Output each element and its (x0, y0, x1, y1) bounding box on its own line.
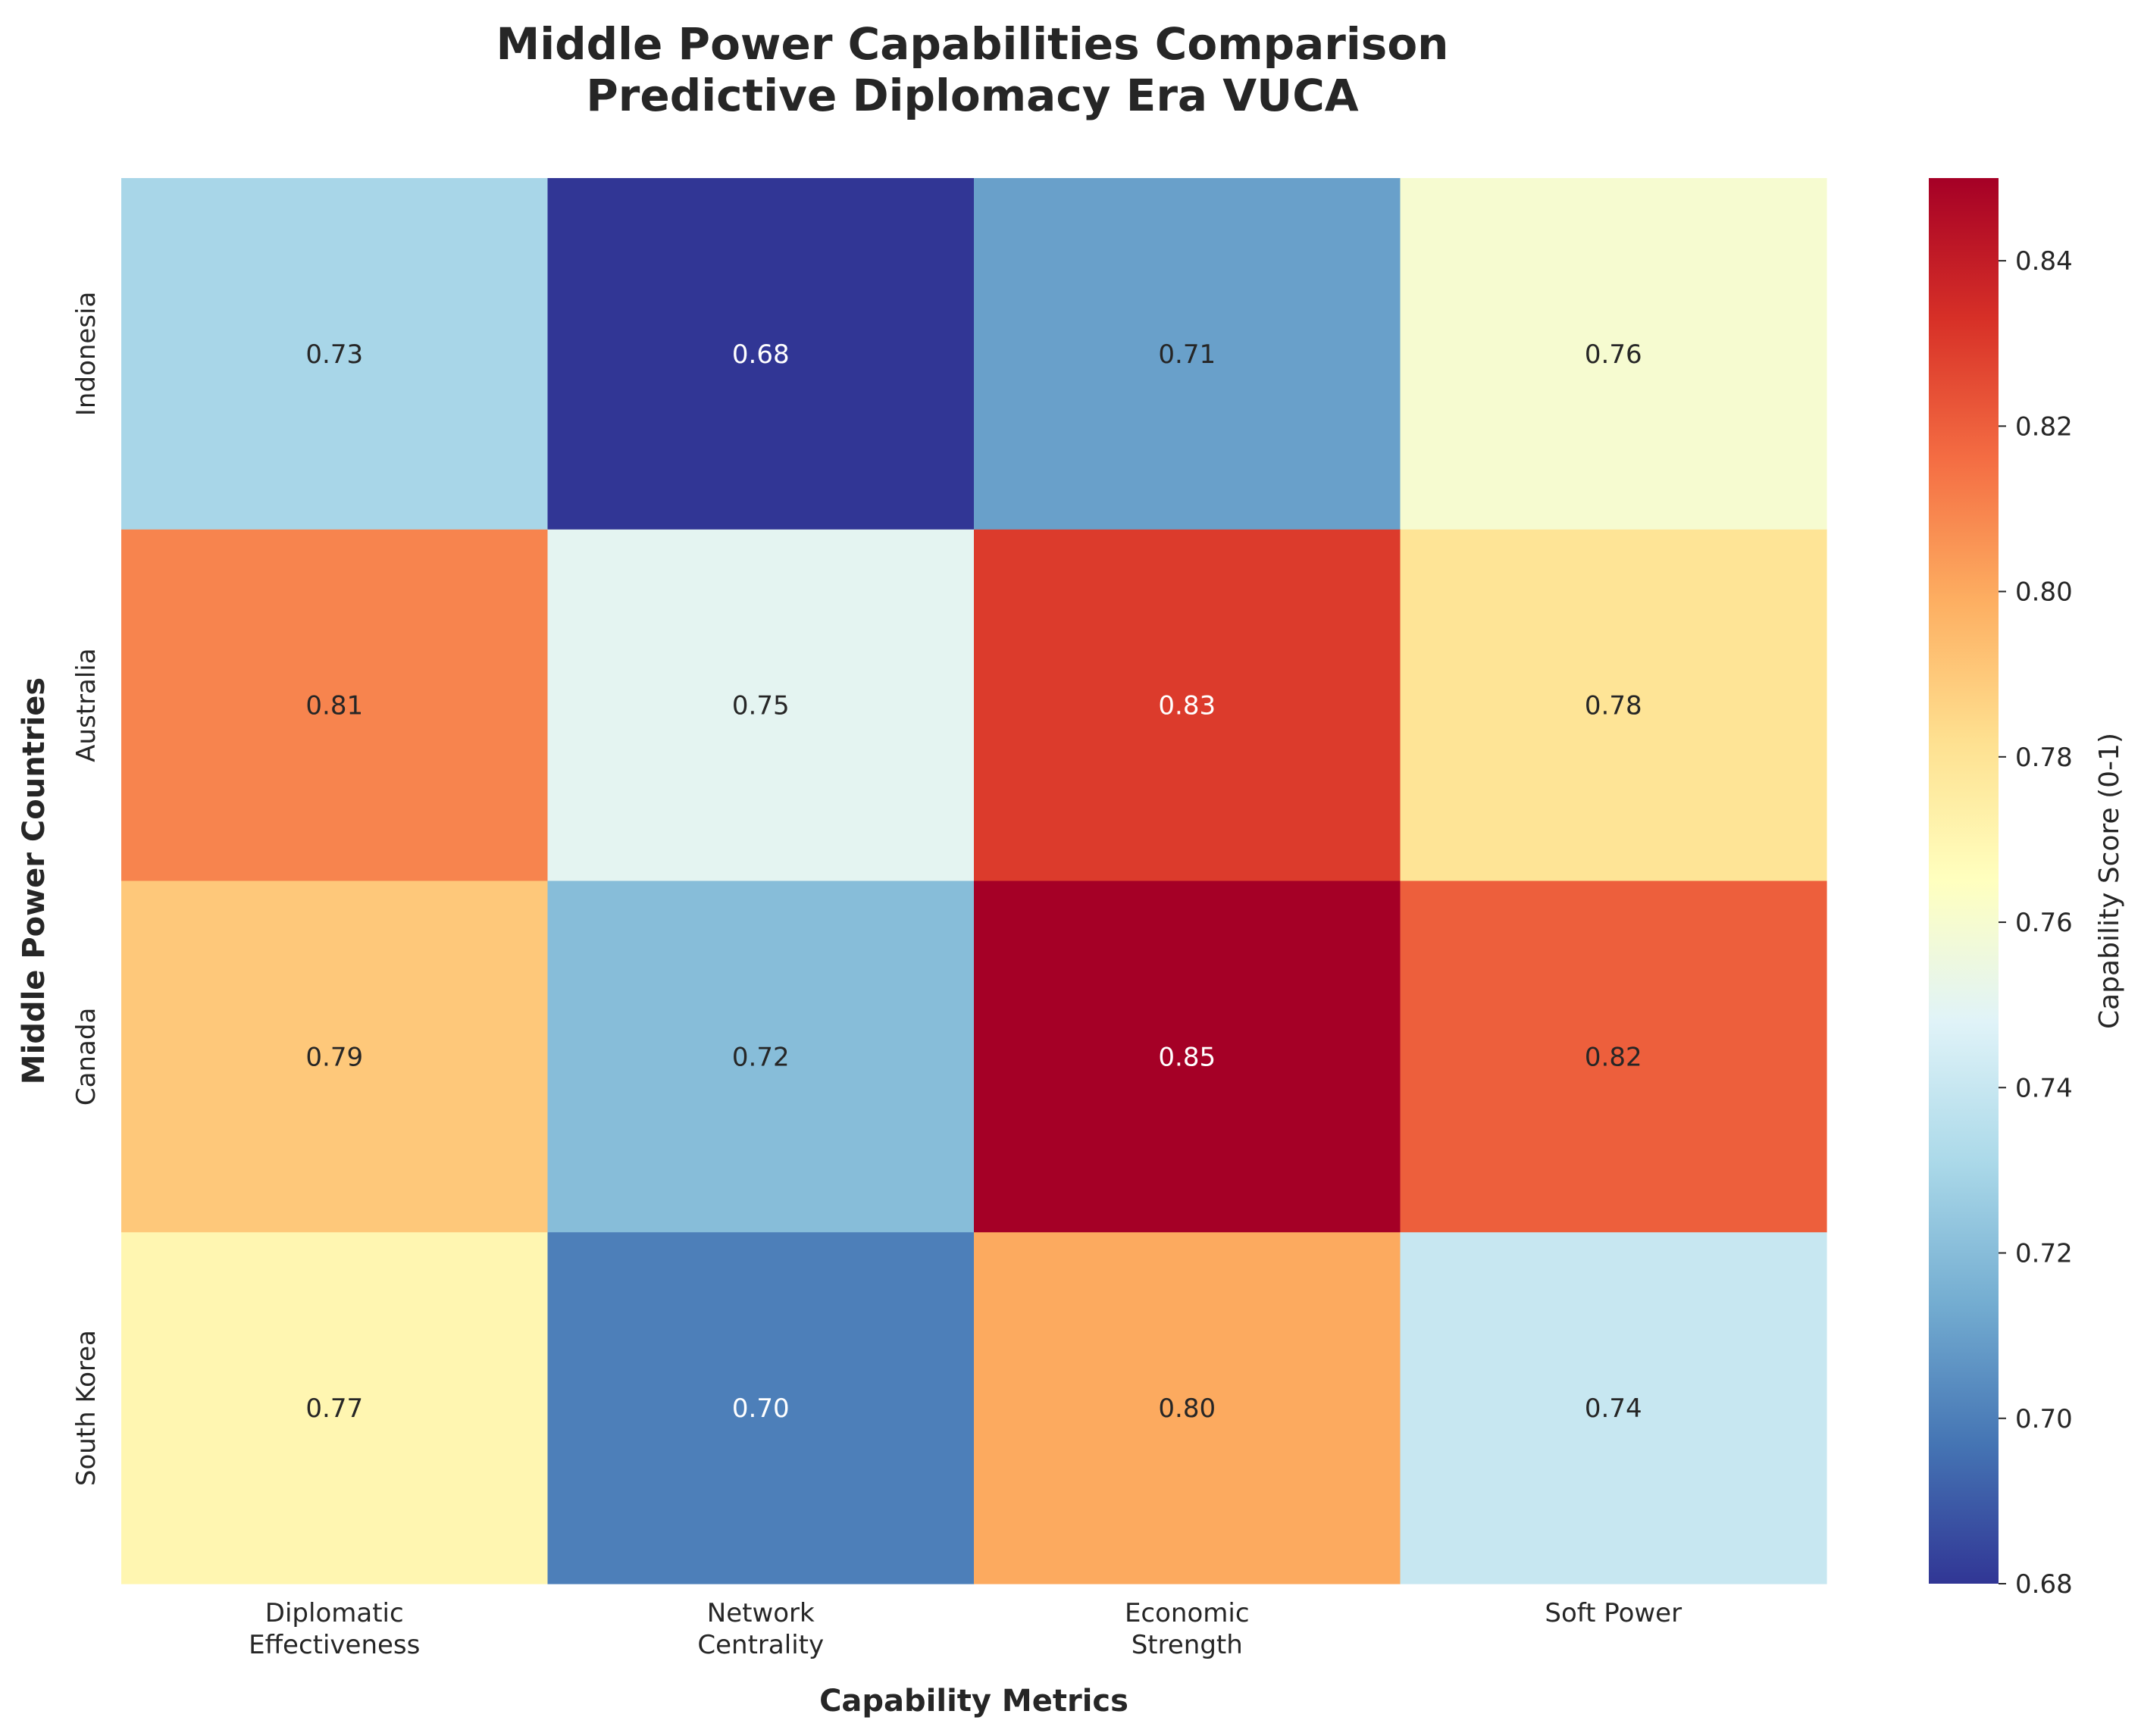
x-tick-label: Network Centrality (697, 1598, 824, 1660)
colorbar-tick-label: 0.74 (2015, 1073, 2073, 1103)
cell-value-label: 0.75 (732, 691, 790, 721)
cell-value-label: 0.73 (305, 339, 363, 370)
cell-value-label: 0.83 (1158, 691, 1216, 721)
y-tick-label: Australia (71, 648, 102, 762)
x-axis-label: Capability Metrics (819, 1684, 1128, 1719)
colorbar-tick-label: 0.72 (2015, 1239, 2073, 1269)
heatmap-cell (1400, 529, 1827, 882)
cell-value-label: 0.71 (1158, 339, 1216, 370)
chart-title: Middle Power Capabilities ComparisonPred… (496, 18, 1449, 121)
cell-value-labels: 0.73 0.68 0.71 0.76 0.81 0.75 0.83 0.78 0.79 0.72… (305, 339, 1642, 1424)
heatmap-cell (547, 529, 975, 882)
chart-title-line-1: Middle Power Capabilities Comparison (496, 18, 1449, 70)
cell-value-label: 0.76 (1585, 339, 1642, 370)
heatmap-cells (121, 178, 1827, 1584)
cell-value-label: 0.79 (305, 1042, 363, 1072)
colorbar-tick-label: 0.80 (2015, 577, 2073, 608)
x-axis-ticks: Diplomatic Effectiveness Network Centrality… (249, 1598, 1682, 1660)
cell-value-label: 0.82 (1585, 1042, 1642, 1072)
colorbar-tick-label: 0.82 (2015, 411, 2073, 442)
cell-value-label: 0.78 (1585, 691, 1642, 721)
colorbar-tick-label: 0.84 (2015, 246, 2073, 277)
cell-value-label: 0.68 (732, 339, 790, 370)
heatmap-cell (121, 881, 549, 1233)
colorbar: 0.68 0.70 0.72 0.74 0.76 0.78 0.80 0.82 0.84 (1929, 178, 2073, 1600)
cell-value-label: 0.85 (1158, 1042, 1216, 1072)
colorbar-tick-label: 0.78 (2015, 743, 2073, 773)
colorbar-gradient (1929, 178, 1999, 1584)
heatmap-cell (1400, 881, 1827, 1233)
x-tick-label: Soft Power (1545, 1598, 1682, 1628)
colorbar-tick-label: 0.68 (2015, 1569, 2073, 1600)
x-tick-label: Economic Strength (1125, 1598, 1250, 1660)
cell-value-label: 0.70 (732, 1393, 790, 1424)
cell-value-label: 0.72 (732, 1042, 790, 1072)
heatmap-cell (974, 881, 1401, 1233)
cell-value-label: 0.81 (305, 691, 363, 721)
heatmap-cell (974, 1232, 1401, 1584)
y-tick-label: South Korea (71, 1330, 102, 1486)
heatmap-cell (121, 1232, 549, 1584)
heatmap-cell (974, 178, 1401, 530)
heatmap-cell (1400, 1232, 1827, 1584)
colorbar-tick-label: 0.70 (2015, 1404, 2073, 1434)
y-tick-label: Indonesia (71, 292, 102, 416)
colorbar-label: Capability Score (0-1) (2094, 733, 2125, 1029)
y-tick-label: Canada (71, 1008, 102, 1106)
cell-value-label: 0.74 (1585, 1393, 1642, 1424)
cell-value-label: 0.80 (1158, 1393, 1216, 1424)
y-axis-ticks: Indonesia Australia Canada South Korea (71, 292, 102, 1486)
y-axis-label: Middle Power Countries (17, 677, 52, 1084)
chart-title-line-2: Predictive Diplomacy Era VUCA (586, 70, 1359, 121)
cell-value-label: 0.77 (305, 1393, 363, 1424)
heatmap-cell (121, 178, 549, 530)
heatmap-cell (121, 529, 549, 882)
heatmap-cell (547, 881, 975, 1233)
colorbar-tick-label: 0.76 (2015, 908, 2073, 938)
heatmap-cell (1400, 178, 1827, 530)
x-tick-label: Diplomatic Effectiveness (249, 1598, 420, 1660)
heatmap-cell (547, 1232, 975, 1584)
heatmap-cell (547, 178, 975, 530)
heatmap-cell (974, 529, 1401, 882)
